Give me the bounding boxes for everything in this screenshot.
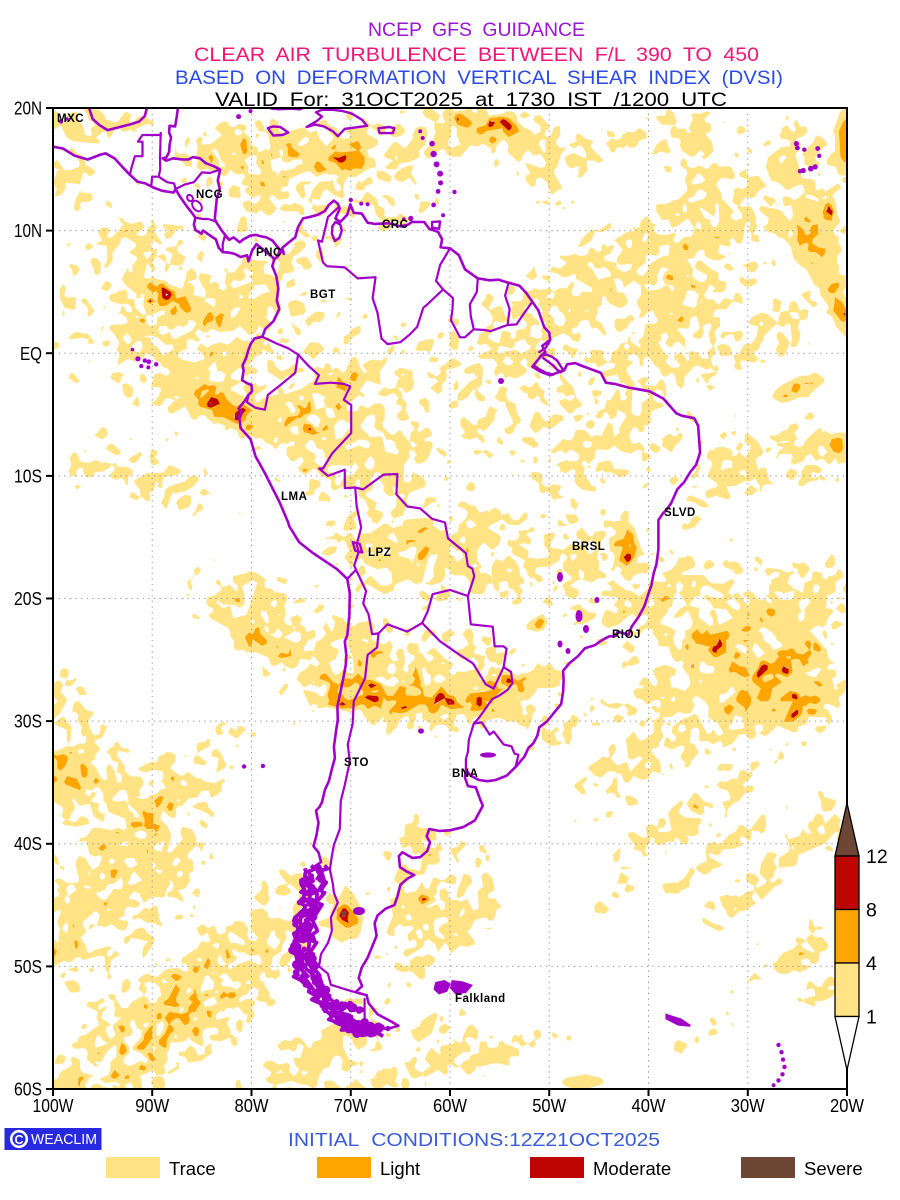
svg-text:BRSL: BRSL — [572, 541, 605, 553]
svg-text:20N: 20N — [14, 99, 42, 119]
svg-text:LPZ: LPZ — [368, 547, 391, 559]
svg-text:Trace: Trace — [169, 1158, 216, 1179]
svg-text:Falkland: Falkland — [455, 993, 506, 1005]
svg-text:BASED ON DEFORMATION VERTICAL: BASED ON DEFORMATION VERTICAL SHEAR INDE… — [175, 67, 783, 89]
svg-text:STO: STO — [344, 757, 369, 769]
svg-text:PNC: PNC — [256, 247, 282, 259]
svg-text:50W: 50W — [532, 1096, 566, 1116]
svg-text:INITIAL CONDITIONS:12Z21OCT202: INITIAL CONDITIONS:12Z21OCT2025 — [288, 1129, 660, 1150]
svg-text:1: 1 — [866, 1007, 877, 1029]
svg-text:NCG: NCG — [196, 189, 223, 201]
svg-text:LMA: LMA — [281, 491, 307, 503]
svg-text:70W: 70W — [334, 1096, 368, 1116]
svg-text:60W: 60W — [433, 1096, 467, 1116]
svg-text:RIOJ: RIOJ — [612, 629, 641, 641]
svg-text:BNA: BNA — [452, 768, 478, 780]
svg-text:50S: 50S — [14, 957, 42, 977]
svg-text:CLEAR AIR TURBULENCE BETWEEN F: CLEAR AIR TURBULENCE BETWEEN F/L 390 TO … — [194, 44, 759, 66]
svg-text:8: 8 — [866, 900, 877, 922]
svg-text:40S: 40S — [14, 834, 42, 854]
svg-text:20S: 20S — [14, 589, 42, 609]
svg-text:VALID For: 31OCT2025 at 1730 I: VALID For: 31OCT2025 at 1730 IST /1200 U… — [215, 89, 727, 111]
svg-text:CRC: CRC — [382, 219, 408, 231]
svg-text:40W: 40W — [632, 1096, 666, 1116]
svg-text:SLVD: SLVD — [664, 507, 696, 519]
svg-text:Severe: Severe — [804, 1158, 863, 1179]
svg-text:12: 12 — [866, 846, 888, 868]
svg-text:NCEP GFS GUIDANCE: NCEP GFS GUIDANCE — [368, 19, 585, 41]
svg-text:4: 4 — [866, 953, 877, 975]
svg-text:80W: 80W — [235, 1096, 269, 1116]
svg-text:30S: 30S — [14, 712, 42, 732]
svg-text:60S: 60S — [14, 1080, 42, 1100]
svg-text:20W: 20W — [830, 1096, 864, 1116]
svg-text:10S: 10S — [14, 466, 42, 486]
svg-text:BGT: BGT — [310, 289, 336, 301]
svg-text:EQ: EQ — [20, 344, 42, 364]
svg-text:10N: 10N — [14, 221, 42, 241]
svg-text:WEACLIM: WEACLIM — [31, 1132, 97, 1148]
svg-text:Light: Light — [380, 1158, 420, 1179]
svg-text:90W: 90W — [135, 1096, 169, 1116]
svg-text:C: C — [14, 1133, 23, 1147]
svg-text:MXC: MXC — [57, 113, 84, 125]
svg-text:30W: 30W — [731, 1096, 765, 1116]
svg-text:Moderate: Moderate — [593, 1158, 671, 1179]
svg-text:100W: 100W — [33, 1096, 74, 1116]
